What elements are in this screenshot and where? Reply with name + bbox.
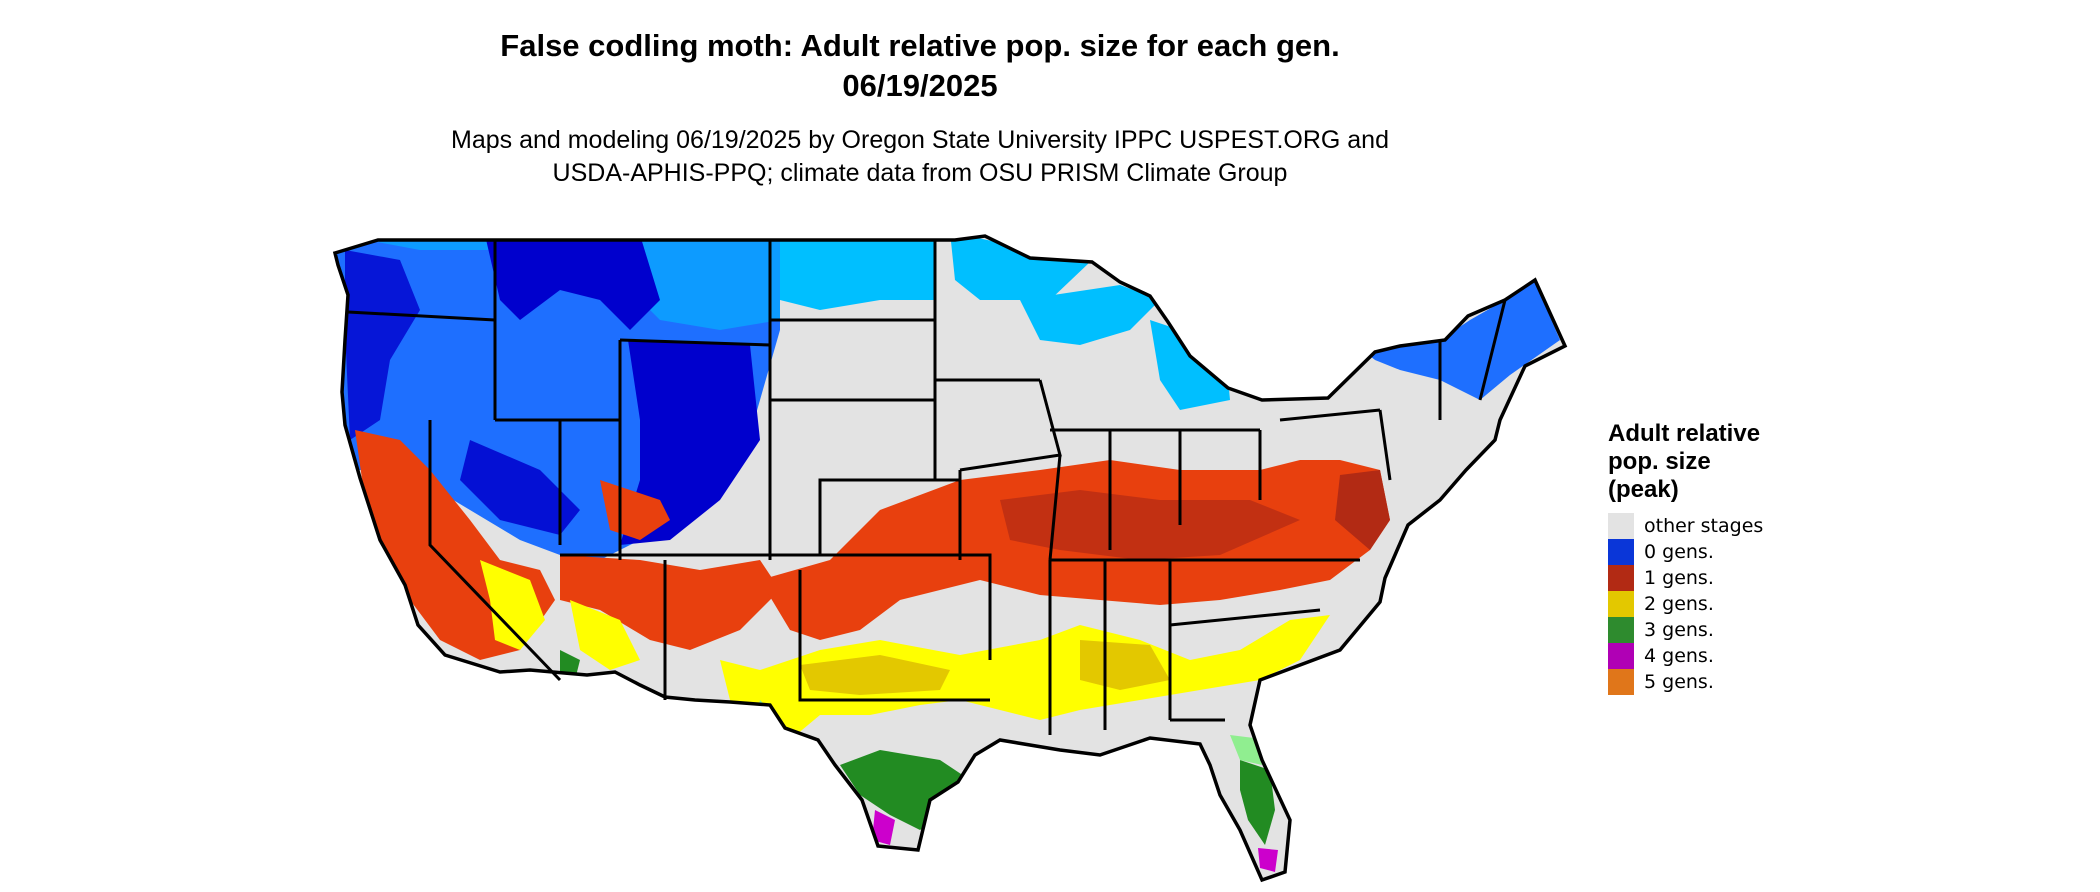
legend-item: 1 gens. bbox=[1608, 565, 1848, 591]
legend-item: other stages bbox=[1608, 513, 1848, 539]
map-fill bbox=[335, 236, 1565, 880]
state-borders bbox=[347, 240, 1507, 735]
legend-label: 5 gens. bbox=[1644, 671, 1714, 693]
title-line-1: False codling moth: Adult relative pop. … bbox=[500, 28, 1340, 63]
legend-swatch bbox=[1608, 643, 1634, 669]
legend-label: other stages bbox=[1644, 515, 1764, 537]
legend-items: other stages 0 gens. 1 gens. 2 gens. 3 gens.… bbox=[1608, 513, 1848, 695]
map-subtitle: Maps and modeling 06/19/2025 by Oregon S… bbox=[0, 124, 1840, 190]
legend-title-line-1: Adult relative bbox=[1608, 420, 1761, 447]
legend-swatch bbox=[1608, 513, 1634, 539]
legend-swatch bbox=[1608, 591, 1634, 617]
legend-label: 4 gens. bbox=[1644, 645, 1714, 667]
legend-item: 2 gens. bbox=[1608, 591, 1848, 617]
legend-swatch bbox=[1608, 669, 1634, 695]
legend-item: 0 gens. bbox=[1608, 539, 1848, 565]
legend-title-line-3: (peak) bbox=[1608, 476, 1679, 503]
legend-label: 1 gens. bbox=[1644, 567, 1714, 589]
four-gen-region bbox=[872, 810, 1278, 872]
zero-gen-region bbox=[335, 236, 1560, 560]
legend-label: 3 gens. bbox=[1644, 619, 1714, 641]
subtitle-line-2: USDA-APHIS-PPQ; climate data from OSU PR… bbox=[552, 159, 1288, 187]
two-gen-region bbox=[480, 560, 1330, 740]
legend-title-line-2: pop. size bbox=[1608, 448, 1711, 475]
legend-label: 2 gens. bbox=[1644, 593, 1714, 615]
one-gen-region bbox=[355, 430, 1390, 660]
legend-swatch bbox=[1608, 617, 1634, 643]
legend-item: 4 gens. bbox=[1608, 643, 1848, 669]
map-legend: Adult relative pop. size (peak) other st… bbox=[1608, 420, 1848, 695]
map-title: False codling moth: Adult relative pop. … bbox=[0, 26, 1840, 106]
legend-item: 3 gens. bbox=[1608, 617, 1848, 643]
title-line-2: 06/19/2025 bbox=[842, 68, 998, 103]
subtitle-line-1: Maps and modeling 06/19/2025 by Oregon S… bbox=[451, 126, 1389, 154]
legend-swatch bbox=[1608, 539, 1634, 565]
legend-item: 5 gens. bbox=[1608, 669, 1848, 695]
legend-swatch bbox=[1608, 565, 1634, 591]
legend-title: Adult relative pop. size (peak) bbox=[1608, 420, 1808, 504]
legend-label: 0 gens. bbox=[1644, 541, 1714, 563]
